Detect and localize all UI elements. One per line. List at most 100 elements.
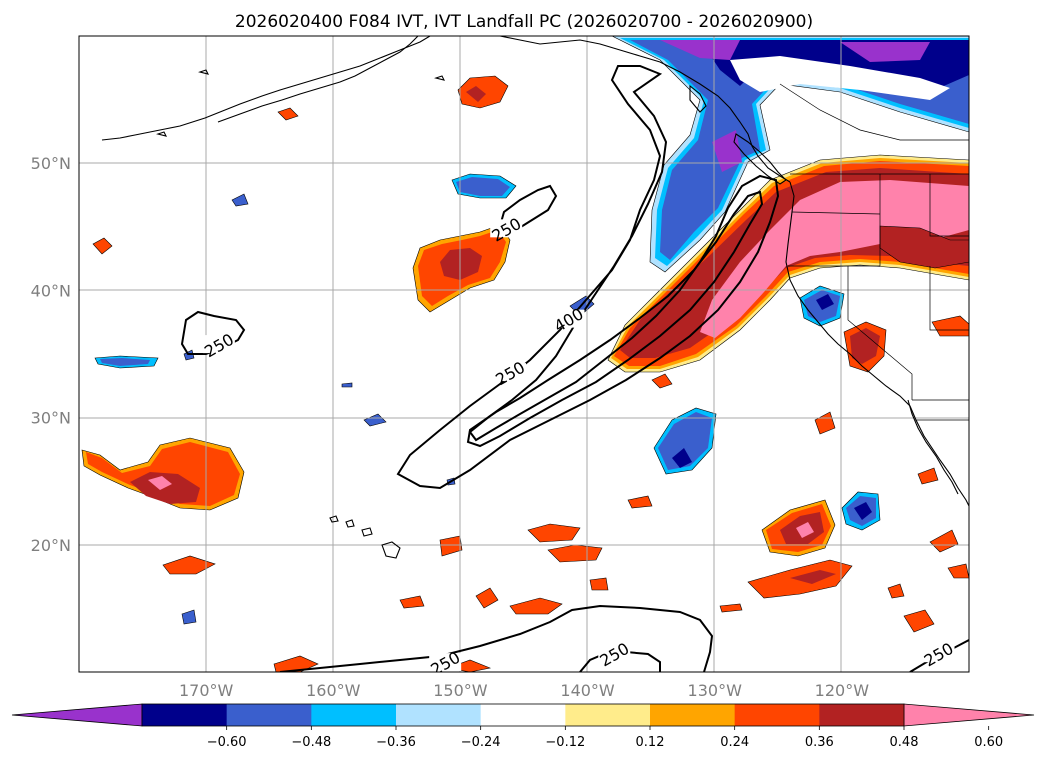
colorbar-segment — [734, 704, 820, 726]
positive-blob-small-2 — [277, 107, 299, 121]
colorbar-segment — [142, 704, 228, 726]
latitude-tick-labels: 50°N 40°N 30°N 20°N — [31, 154, 71, 555]
negative-region-bc-coast-inner — [630, 40, 969, 260]
colorbar-tick-label: 0.48 — [890, 735, 919, 750]
contour-250-main — [396, 65, 780, 490]
positive-blob-small-9 — [399, 595, 425, 609]
gulf-of-alaska-coastline — [499, 36, 791, 183]
positive-blob-small-16 — [929, 529, 959, 553]
negative-blob-north-b-core — [456, 177, 510, 196]
positive-blob-california-core — [850, 328, 880, 364]
positive-blob-small-3 — [527, 523, 581, 543]
negative-blob-east-b-core — [854, 502, 872, 520]
hawaii-maui-coastline — [361, 527, 373, 537]
baja-california-coastline — [907, 399, 959, 495]
small-island-1 — [198, 69, 210, 75]
negative-region-bc-purple-a — [660, 40, 740, 60]
negative-blob-small-4 — [181, 609, 197, 625]
contour-250-north — [498, 184, 558, 232]
contour-250-south — [279, 604, 714, 672]
positive-blob-small-12 — [651, 373, 673, 389]
positive-blob-small-18 — [887, 583, 905, 599]
colorbar-segment — [650, 704, 736, 726]
lat-tick-label: 40°N — [31, 281, 71, 300]
colorbar-tick-label: −0.12 — [545, 735, 585, 750]
map-title: 2026020400 F084 IVT, IVT Landfall PC (20… — [235, 12, 813, 32]
haida-gwaii-coastline — [689, 84, 707, 113]
positive-blob-west-a-pink — [148, 476, 172, 490]
positive-blob-east-b-core — [790, 570, 836, 584]
negative-region-bc-purple-b — [840, 42, 930, 62]
colorbar-tick-label: −0.48 — [291, 735, 331, 750]
positive-blob-east-a-pink — [796, 522, 814, 538]
lat-tick-label: 50°N — [31, 154, 71, 173]
positive-blob-small-8 — [475, 587, 499, 609]
lon-tick-label: 150°W — [433, 681, 488, 700]
us-west-coastline — [785, 181, 969, 507]
utah-border — [929, 266, 969, 331]
positive-blob-small-5 — [439, 535, 463, 557]
colorbar-tick-label: 0.36 — [805, 735, 834, 750]
positive-band-pink — [700, 180, 969, 338]
colorbar-tick-label: 0.12 — [636, 735, 665, 750]
positive-blob-small-1 — [92, 237, 113, 255]
contour-label-background — [202, 335, 235, 354]
longitude-tick-labels: 170°W 160°W 150°W 140°W 130°W 120°W — [179, 681, 869, 700]
contour-label-background — [490, 219, 523, 238]
colorbar-extend-high — [903, 703, 1035, 727]
negative-blob-west-b-core — [100, 358, 150, 366]
bc-alaska-border — [779, 83, 969, 141]
negative-blob-california-core — [816, 294, 834, 310]
political-borders — [779, 83, 969, 421]
small-island-2 — [156, 131, 168, 137]
map-frame — [78, 35, 970, 673]
aleutian-islands-coastline — [101, 36, 431, 141]
positive-blob-small-4 — [547, 544, 603, 563]
negative-blob-small-6 — [341, 382, 353, 388]
gridlines — [79, 36, 969, 672]
colorbar: −0.60 −0.48 −0.36 −0.24 −0.12 0.12 0.24 0.36 0.4… — [11, 703, 1035, 750]
colorbar-tick-label: −0.60 — [207, 735, 247, 750]
neutral-gap-north — [730, 56, 950, 100]
hawaii-oahu-coastline — [345, 519, 355, 528]
lon-tick-label: 140°W — [560, 681, 615, 700]
positive-blob-small-15 — [903, 609, 935, 633]
lon-tick-label: 130°W — [688, 681, 743, 700]
positive-blob-small-14 — [931, 315, 969, 337]
hawaii-kauai-coastline — [329, 515, 339, 523]
colorbar-tick-label: 0.24 — [720, 735, 749, 750]
contour-label-background — [922, 644, 955, 663]
negative-blob-central-mid — [658, 412, 712, 470]
contour-label-background — [552, 309, 585, 328]
negative-blob-central-core — [672, 448, 692, 468]
colorbar-segment — [480, 704, 566, 726]
positive-blob-small-17 — [917, 467, 939, 485]
contour-label-background — [494, 363, 527, 382]
colorbar-tick-label: 0.60 — [974, 735, 1003, 750]
contour-label-background — [429, 653, 462, 672]
contour-250-west — [180, 310, 246, 355]
montana-border — [929, 174, 969, 237]
negative-blob-small-1 — [231, 193, 249, 207]
alaska-peninsula-coastline — [217, 36, 419, 123]
negative-blob-small-3 — [363, 413, 387, 427]
positive-blob-west-a-core — [130, 472, 200, 504]
positive-blob-small-20 — [719, 603, 743, 613]
colorbar-segment — [565, 704, 651, 726]
positive-blob-small-7 — [509, 597, 563, 615]
positive-blob-small-22 — [589, 577, 609, 591]
contour-400-inner — [466, 190, 764, 448]
colorbar-tick-label: −0.24 — [461, 735, 501, 750]
colorbar-extend-low — [11, 703, 143, 727]
colorbar-segment — [311, 704, 397, 726]
colorbar-frame — [141, 703, 905, 727]
lat-tick-label: 30°N — [31, 409, 71, 428]
colorbar-tick-label: −0.36 — [376, 735, 416, 750]
small-island-3 — [434, 75, 446, 81]
positive-blob-small-19 — [947, 563, 969, 579]
positive-blob-small-10 — [273, 655, 319, 672]
nevada-border — [847, 266, 913, 400]
vancouver-island-coastline — [733, 133, 787, 185]
